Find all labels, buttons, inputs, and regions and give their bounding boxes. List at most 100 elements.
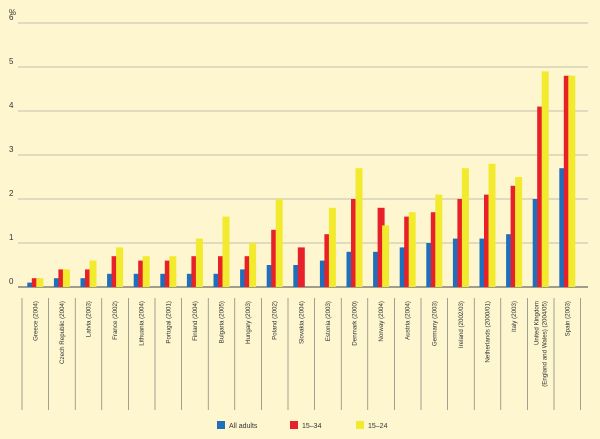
bar — [275, 199, 283, 287]
legend-swatch — [217, 421, 225, 429]
category-label-line: United Kingdom — [534, 301, 541, 345]
category-label: Denmark (2000) — [352, 301, 359, 346]
y-tick-label: 6 — [9, 13, 14, 22]
category-label-line: France (2002) — [112, 301, 119, 340]
bar — [249, 243, 257, 287]
category-label-line: Ireland (2002/03) — [458, 301, 465, 348]
category-label-line: Austria (2004) — [405, 301, 412, 340]
category-label-line: Latvia (2003) — [86, 301, 93, 337]
bar — [537, 106, 545, 287]
bar — [328, 207, 336, 287]
category-label-line: Czech Republic (2004) — [59, 301, 66, 364]
category-label: Czech Republic (2004) — [59, 301, 66, 364]
category-label-line: Lithuania (2004) — [139, 301, 146, 346]
category-label-line: Denmark (2000) — [352, 301, 359, 346]
category-label: Austria (2004) — [405, 301, 412, 340]
y-axis-label: % — [9, 8, 16, 17]
bar — [510, 185, 518, 287]
category-label-line: (England and Wales) (2004/05) — [542, 301, 549, 387]
category-label: Poland (2002) — [272, 301, 279, 340]
bar — [399, 247, 407, 287]
bar — [58, 269, 66, 287]
bar — [355, 168, 363, 287]
bar — [484, 194, 491, 287]
y-tick-label: 5 — [9, 57, 14, 66]
bar — [479, 238, 487, 287]
bar — [457, 199, 465, 287]
category-label: Finland (2004) — [192, 301, 199, 341]
y-axis-tick-labels: 0 1 2 3 4 5 6 — [9, 13, 14, 286]
bar — [408, 212, 416, 287]
bar — [377, 207, 385, 287]
bar — [195, 238, 203, 287]
legend-label: 15–24 — [368, 423, 388, 430]
bar — [319, 260, 327, 287]
bar — [62, 269, 70, 287]
bar — [80, 278, 88, 287]
bar — [488, 163, 496, 287]
category-label-line: Italy (2003) — [511, 301, 518, 332]
bar — [89, 260, 97, 287]
legend-label: All adults — [229, 423, 258, 430]
bar — [133, 273, 141, 287]
bar — [266, 265, 274, 287]
bar — [191, 256, 199, 287]
bar — [213, 273, 221, 287]
bar — [541, 71, 549, 288]
category-label: Estonia (2003) — [325, 301, 332, 341]
bar — [404, 216, 412, 287]
bar — [169, 256, 177, 287]
category-label: Germany (2003) — [431, 301, 438, 346]
category-label-line: Slovakia (2004) — [298, 301, 305, 344]
y-tick-label: 3 — [9, 145, 14, 154]
bar — [563, 75, 571, 287]
bar — [116, 247, 124, 287]
bar — [111, 256, 119, 287]
category-label: Italy (2003) — [511, 301, 518, 332]
category-label-line: Bulgaria (2005) — [219, 301, 226, 343]
category-label: Ireland (2002/03) — [458, 301, 465, 348]
category-label-line: Greece (2004) — [32, 301, 39, 341]
bar-series — [27, 71, 576, 288]
bar — [142, 256, 150, 287]
category-label-line: Estonia (2003) — [325, 301, 332, 341]
bar — [351, 199, 358, 287]
bar — [382, 225, 390, 287]
bar — [559, 168, 567, 287]
category-label: Netherlands (2000/01) — [485, 301, 492, 363]
bar — [85, 269, 92, 287]
bar — [532, 199, 540, 287]
category-label: Lithuania (2004) — [139, 301, 146, 346]
x-axis-category-labels: Greece (2004) Czech Republic (2004) Latvia… — [21, 298, 581, 410]
category-label-line: Netherlands (2000/01) — [485, 301, 492, 363]
category-label-line: Finland (2004) — [192, 301, 199, 341]
category-label: Bulgaria (2005) — [219, 301, 226, 343]
category-label-line: Germany (2003) — [431, 301, 438, 346]
bar — [186, 273, 194, 287]
legend-swatch — [356, 421, 364, 429]
category-label: France (2002) — [112, 301, 119, 340]
y-tick-label: 2 — [9, 189, 14, 198]
bar — [53, 278, 61, 287]
bar — [461, 168, 469, 287]
category-label: Spain (2003) — [564, 301, 571, 336]
bar — [27, 282, 35, 287]
category-label-line: Spain (2003) — [564, 301, 571, 336]
bar — [36, 278, 44, 287]
category-label: Latvia (2003) — [86, 301, 93, 337]
bar — [297, 247, 305, 287]
bar — [160, 273, 168, 287]
bar — [218, 256, 225, 287]
bar — [138, 260, 146, 287]
bar — [293, 265, 301, 287]
bar — [430, 212, 438, 287]
bar — [324, 234, 332, 287]
y-tick-label: 0 — [9, 277, 14, 286]
bar — [506, 234, 514, 287]
bar — [222, 216, 230, 287]
bar — [452, 238, 460, 287]
category-label-line: Poland (2002) — [272, 301, 279, 340]
bar — [426, 243, 434, 287]
